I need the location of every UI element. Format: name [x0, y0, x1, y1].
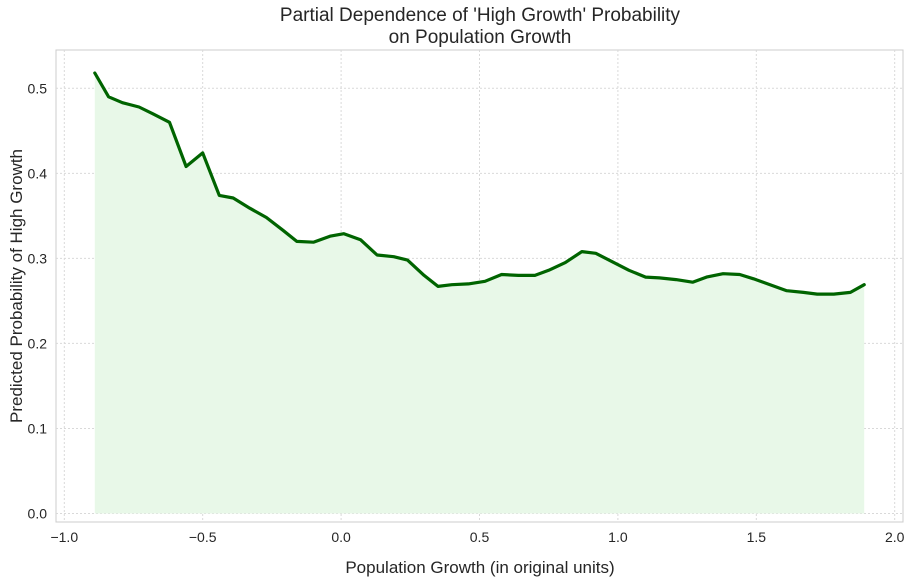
x-axis-ticks: −1.0 −0.5 0.0 0.5 1.0 1.5 2.0 — [50, 529, 904, 545]
y-tick-label: 0.1 — [28, 420, 48, 436]
chart-title-line-1: Partial Dependence of 'High Growth' Prob… — [280, 5, 681, 26]
y-tick-label: 0.3 — [28, 250, 48, 266]
x-tick-label: 1.5 — [747, 529, 767, 545]
x-tick-label: −0.5 — [189, 529, 217, 545]
line-layer — [93, 71, 866, 296]
y-axis-label: Predicted Probability of High Growth — [7, 149, 26, 423]
y-tick-label: 0.2 — [28, 335, 48, 351]
series-line — [93, 71, 866, 296]
x-tick-label: 0.5 — [470, 529, 490, 545]
x-tick-label: 2.0 — [885, 529, 905, 545]
x-tick-label: 1.0 — [608, 529, 628, 545]
series-area-fill — [94, 73, 865, 514]
x-tick-label: 0.0 — [331, 529, 351, 545]
area-layer — [94, 73, 865, 514]
y-axis-ticks: 0.0 0.1 0.2 0.3 0.4 0.5 — [28, 80, 48, 521]
y-tick-label: 0.0 — [28, 505, 48, 521]
chart-title: Partial Dependence of 'High Growth' Prob… — [280, 5, 681, 48]
x-axis-label: Population Growth (in original units) — [345, 558, 614, 577]
chart-title-line-2: on Population Growth — [389, 27, 572, 48]
x-tick-label: −1.0 — [50, 529, 78, 545]
y-tick-label: 0.4 — [28, 165, 48, 181]
y-tick-label: 0.5 — [28, 80, 48, 96]
